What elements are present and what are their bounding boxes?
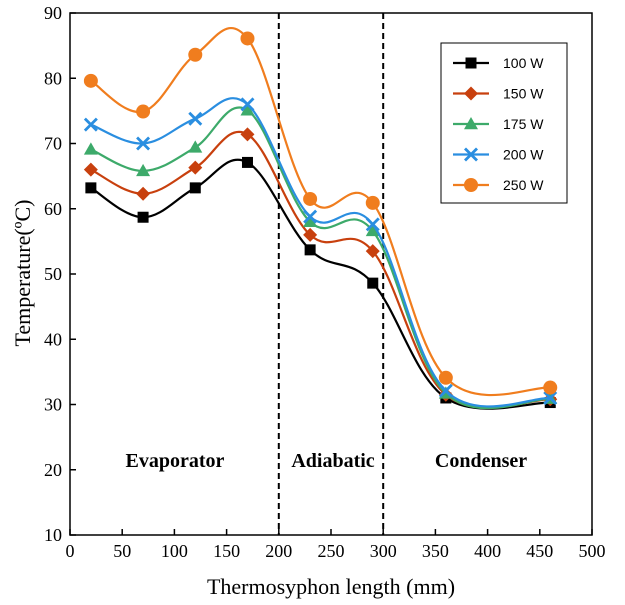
y-tick-label-2: 30 <box>44 395 62 415</box>
x-tick-label-10: 500 <box>579 541 606 561</box>
legend-marker-2 <box>464 117 478 130</box>
legend-label-4: 250 W <box>503 177 544 193</box>
region-label-evaporator: Evaporator <box>126 450 225 472</box>
data-point-2-1 <box>136 163 151 177</box>
data-point-4-5 <box>365 195 380 210</box>
x-tick-label-8: 400 <box>474 541 501 561</box>
x-tick-label-5: 250 <box>318 541 345 561</box>
legend-label-2: 175 W <box>503 116 544 132</box>
plot-layer <box>83 13 558 535</box>
data-point-2-2 <box>188 140 203 153</box>
data-point-3-7 <box>543 390 558 405</box>
legend-label-3: 200 W <box>503 147 544 163</box>
region-label-adiabatic: Adiabatic <box>291 450 374 472</box>
x-tick-label-7: 350 <box>422 541 449 561</box>
data-point-4-7 <box>543 380 558 395</box>
data-point-0-4 <box>304 244 316 256</box>
x-tick-label-1: 50 <box>113 541 131 561</box>
y-tick-label-7: 80 <box>44 68 62 88</box>
y-tick-label-3: 40 <box>44 329 62 349</box>
data-point-4-2 <box>188 47 203 62</box>
data-point-3-4 <box>303 209 318 224</box>
data-point-0-0 <box>85 182 97 194</box>
data-point-0-3 <box>241 156 253 168</box>
legend: 100 W 150 W 175 W 200 W 250 W <box>440 42 568 204</box>
axes-layer: 0 50 100 150 200 250 300 350 400 450 500 10 20 30 40 50… <box>44 3 606 561</box>
x-tick-label-0: 0 <box>66 541 75 561</box>
data-point-2-3 <box>240 103 255 116</box>
data-point-4-4 <box>303 191 318 206</box>
series-line-4 <box>90 26 551 397</box>
legend-marker-0 <box>465 57 477 69</box>
data-point-3-3 <box>240 97 255 112</box>
y-tick-label-1: 20 <box>44 460 62 480</box>
data-point-3-1 <box>136 136 151 151</box>
data-point-0-2 <box>189 182 201 194</box>
data-point-3-0 <box>83 117 98 132</box>
data-point-1-4 <box>303 227 318 242</box>
legend-marker-4 <box>464 178 478 192</box>
y-tick-label-8: 90 <box>44 3 62 23</box>
x-axis-title: Thermosyphon length (mm) <box>207 574 455 599</box>
data-point-3-5 <box>365 217 380 232</box>
region-label-condenser: Condenser <box>435 450 527 472</box>
legend-marker-1 <box>464 86 478 101</box>
legend-label-0: 100 W <box>503 55 544 71</box>
data-point-1-0 <box>83 162 98 177</box>
y-tick-label-4: 50 <box>44 264 62 284</box>
data-point-2-4 <box>303 214 318 228</box>
legend-marker-3 <box>464 147 478 162</box>
x-tick-label-6: 300 <box>370 541 397 561</box>
data-point-1-3 <box>240 127 255 142</box>
data-point-0-5 <box>367 277 379 289</box>
data-point-2-5 <box>365 223 380 237</box>
data-point-4-1 <box>136 104 151 119</box>
legend-label-1: 150 W <box>503 86 544 102</box>
y-tick-label-6: 70 <box>44 134 62 154</box>
y-tick-label-0: 10 <box>44 525 62 545</box>
data-point-4-6 <box>438 370 453 385</box>
data-point-1-5 <box>365 244 380 259</box>
data-point-1-1 <box>136 186 151 201</box>
data-point-3-2 <box>188 111 203 126</box>
data-point-0-1 <box>137 211 149 223</box>
x-tick-label-4: 200 <box>265 541 292 561</box>
data-point-2-0 <box>83 142 98 155</box>
x-tick-label-2: 100 <box>161 541 188 561</box>
data-point-4-0 <box>83 73 98 88</box>
y-tick-label-5: 60 <box>44 199 62 219</box>
data-point-3-6 <box>438 383 453 398</box>
data-point-1-2 <box>188 160 203 175</box>
x-tick-label-3: 150 <box>213 541 240 561</box>
data-point-4-3 <box>240 31 255 46</box>
x-tick-label-9: 450 <box>526 541 553 561</box>
y-axis-title: Temperature(ºC) <box>10 200 35 347</box>
